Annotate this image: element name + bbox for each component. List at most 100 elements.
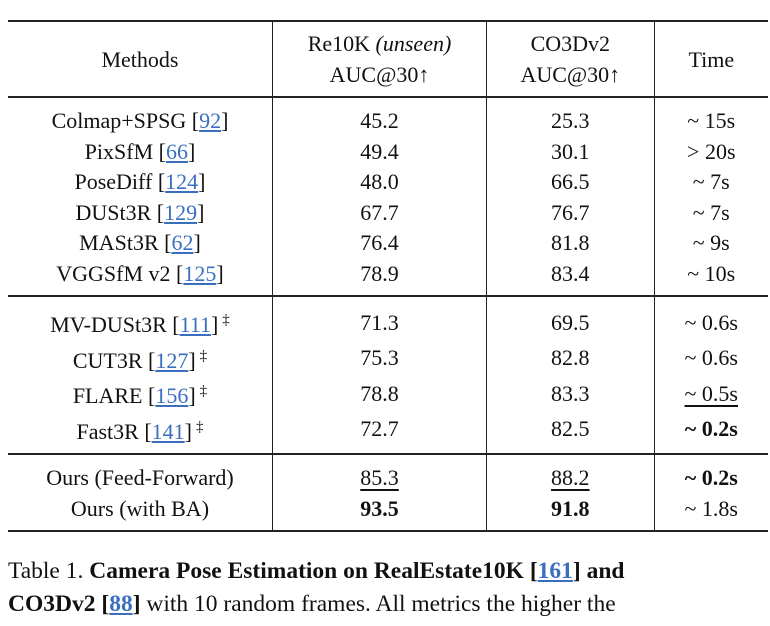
co3d-value: 81.8 [551, 230, 590, 255]
time-value: ~ 0.2s [684, 465, 738, 490]
re10k-value: 49.4 [360, 138, 399, 164]
dagger-mark: ‡ [199, 347, 208, 364]
dagger-mark: ‡ [195, 418, 204, 435]
method-cell: FLARE [156] ‡ [72, 383, 208, 408]
table-row: Ours (Feed-Forward) 85.3 88.2 ~ 0.2s [8, 454, 768, 494]
citation-link[interactable]: 127 [155, 347, 189, 373]
header-row: Methods Re10K (unseen) AUC@30↑ CO3Dv2 AUC@… [8, 21, 768, 97]
time-cell: ~ 0.6s [653, 296, 768, 341]
re10k-value: 67.7 [360, 199, 399, 225]
table-caption: Table 1. Camera Pose Estimation on RealE… [8, 558, 625, 617]
caption-title: Camera Pose Estimation on RealEstate10K [89, 558, 524, 584]
method-name: VGGSfM v2 [56, 260, 171, 286]
re10k-value: 85.3 [360, 465, 399, 490]
re10k-cell: 48.0 [271, 167, 487, 198]
method-name: Fast3R [76, 418, 139, 444]
time-value: ~ 7s [692, 169, 730, 194]
results-table: Methods Re10K (unseen) AUC@30↑ CO3Dv2 AUC@… [8, 20, 768, 532]
caption-title-line2: CO3Dv2 [8, 591, 96, 617]
time-cell: ~ 0.2s [653, 454, 768, 494]
time-value: ~ 0.6s [684, 345, 738, 370]
table-row: Ours (with BA) 93.5 91.8 ~ 1.8s [8, 493, 768, 532]
re10k-value: 93.5 [360, 495, 399, 521]
time-cell: ~ 7s [653, 167, 768, 198]
unseen-label: (unseen) [375, 31, 452, 56]
co3d-value: 25.3 [551, 108, 590, 133]
co3d-cell: 82.8 [486, 340, 655, 376]
citation-link[interactable]: 124 [165, 169, 199, 194]
method-cell: PoseDiff [124] [74, 169, 206, 194]
method-name: Colmap+SPSG [51, 108, 187, 133]
re10k-cell: 76.4 [271, 228, 487, 259]
table-row: MASt3R [62] 76.4 81.8 ~ 9s [8, 228, 768, 259]
method-name: CUT3R [72, 347, 143, 373]
method-name: MV-DUSt3R [50, 312, 167, 337]
re10k-cell: 45.2 [271, 97, 487, 137]
citation-link[interactable]: 141 [151, 418, 185, 444]
time-value: > 20s [687, 138, 736, 164]
co3d-cell: 83.3 [486, 376, 655, 412]
table-row: DUSt3R [129] 67.7 76.7 ~ 7s [8, 197, 768, 228]
method-cell: Ours (with BA) [8, 494, 272, 532]
citation-link[interactable]: 62 [171, 230, 194, 255]
metric-label: AUC@30 [329, 62, 419, 87]
re10k-value: 76.4 [360, 230, 399, 255]
re10k-value: 78.8 [360, 380, 399, 406]
time-value: ~ 0.2s [684, 416, 738, 441]
re10k-cell: 75.3 [271, 340, 487, 376]
co3d-value: 82.8 [551, 345, 590, 370]
co3d-value: 76.7 [551, 199, 590, 225]
group-optimization: Colmap+SPSG [92] 45.2 25.3 ~ 15s PixSfM [… [8, 97, 768, 296]
method-cell: MV-DUSt3R [111] ‡ [50, 312, 230, 337]
re10k-cell: 71.3 [271, 296, 487, 341]
citation-link[interactable]: 88 [109, 591, 133, 617]
citation-link[interactable]: 66 [165, 138, 188, 164]
co3d-value: 69.5 [551, 309, 590, 335]
method-name: Ours (with BA) [70, 495, 210, 521]
method-cell: VGGSfM v2 [125] [56, 260, 224, 286]
citation-link[interactable]: 129 [164, 199, 198, 225]
co3d-value: 30.1 [551, 138, 590, 164]
time-cell: ~ 9s [653, 228, 768, 259]
re10k-value: 72.7 [360, 416, 399, 441]
method-cell: Fast3R [141] ‡ [76, 418, 204, 444]
citation-link[interactable]: 111 [179, 312, 211, 337]
caption-title-cont: and [586, 558, 625, 584]
group-feedforward: MV-DUSt3R [111] ‡ 71.3 69.5 ~ 0.6s CUT3R [… [8, 296, 768, 454]
co3d-cell: 66.5 [486, 167, 655, 198]
co3d-cell: 82.5 [486, 411, 655, 454]
time-value: ~ 9s [692, 230, 730, 255]
co3d-cell: 25.3 [486, 97, 655, 137]
time-value: ~ 1.8s [684, 495, 738, 521]
table-row: PoseDiff [124] 48.0 66.5 ~ 7s [8, 167, 768, 198]
citation-link[interactable]: 92 [199, 108, 222, 133]
method-name: PixSfM [84, 138, 154, 164]
method-cell: Colmap+SPSG [92] [51, 108, 229, 133]
caption-text: with 10 random frames. All metrics the h… [146, 591, 616, 617]
method-cell: DUSt3R [129] [75, 199, 205, 225]
results-table-container: Methods Re10K (unseen) AUC@30↑ CO3Dv2 AUC@… [8, 20, 768, 532]
re10k-cell: 72.7 [271, 411, 487, 454]
re10k-cell: 85.3 [271, 454, 487, 494]
co3d-cell: 30.1 [486, 136, 655, 167]
co3d-label: CO3Dv2 [530, 31, 611, 56]
header-co3d: CO3Dv2 AUC@30↑ [486, 21, 655, 97]
co3d-value: 83.3 [551, 380, 590, 406]
group-ours: Ours (Feed-Forward) 85.3 88.2 ~ 0.2s Ours… [8, 454, 768, 531]
table-row: PixSfM [66] 49.4 30.1 > 20s [8, 136, 768, 167]
citation-link[interactable]: 161 [537, 558, 573, 584]
method-name: Ours (Feed-Forward) [46, 465, 234, 490]
re10k-value: 75.3 [360, 345, 399, 370]
time-cell: ~ 15s [653, 97, 768, 137]
co3d-cell: 69.5 [486, 296, 655, 341]
table-row: CUT3R [127] ‡ 75.3 82.8 ~ 0.6s [8, 340, 768, 376]
method-name: DUSt3R [75, 199, 152, 225]
co3d-cell: 91.8 [486, 493, 655, 531]
re10k-cell: 78.8 [271, 376, 487, 412]
up-arrow-icon: ↑ [418, 62, 430, 87]
citation-link[interactable]: 156 [155, 383, 189, 408]
time-cell: > 20s [653, 136, 768, 167]
method-cell: PixSfM [66] [84, 138, 196, 164]
citation-link[interactable]: 125 [183, 260, 217, 286]
time-value: ~ 10s [687, 260, 736, 286]
